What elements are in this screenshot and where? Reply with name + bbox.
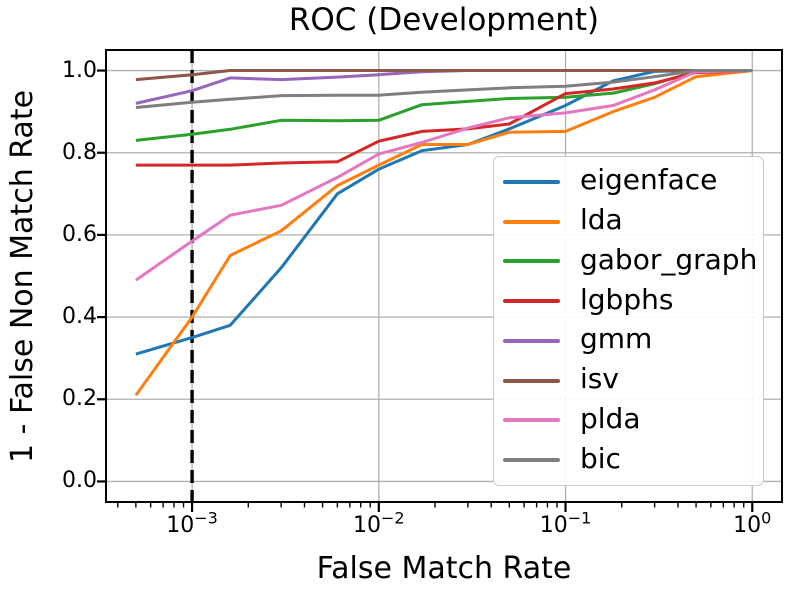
legend-swatch-eigenface [503, 179, 560, 184]
legend-swatch-lda [503, 219, 560, 224]
legend-swatch-isv [503, 378, 560, 383]
x-tick-label-1e0: 100 [733, 508, 772, 538]
x-tick-label-1e-1: 10−1 [539, 508, 592, 538]
legend-swatch-bic [503, 458, 560, 463]
axis-ticks [97, 69, 754, 512]
y-axis-label: 1 - False Non Match Rate [2, 50, 44, 502]
y-tick-label-0.0: 0.0 [62, 468, 97, 494]
y-tick-label-0.8: 0.8 [62, 139, 97, 165]
legend-item-lda: lda [503, 203, 759, 241]
y-tick-label-0.2: 0.2 [62, 386, 97, 412]
series-line-bic [135, 69, 753, 109]
legend-item-gmm: gmm [503, 322, 759, 360]
series-line-eigenface [135, 69, 753, 356]
legend-label: lgbphs [580, 282, 674, 316]
y-tick-label-0.6: 0.6 [62, 221, 97, 247]
legend-item-plda: plda [503, 401, 759, 439]
x-tick-label-1e-3: 10−3 [166, 508, 218, 538]
y-tick-label-1.0: 1.0 [62, 57, 97, 83]
legend-item-eigenface: eigenface [503, 163, 759, 201]
legend-label: isv [580, 362, 619, 396]
series-line-lgbphs [135, 69, 753, 167]
legend-swatch-lgbphs [503, 299, 560, 304]
y-tick-label-0.4: 0.4 [62, 304, 97, 330]
series-line-lda [134, 69, 753, 397]
legend-label: eigenface [580, 163, 718, 197]
legend-label: lda [580, 203, 623, 237]
series-line-isv [135, 69, 753, 82]
series-line-plda [135, 69, 753, 282]
legend-item-isv: isv [503, 362, 759, 400]
legend-label: bic [580, 441, 621, 475]
legend-label: gmm [580, 322, 653, 356]
axes-frame [105, 49, 783, 503]
legend-swatch-gabor_graph [503, 259, 560, 264]
chart-title: ROC (Development) [288, 2, 600, 38]
legend-label: plda [580, 401, 641, 435]
legend-swatch-plda [503, 418, 560, 423]
y-axis-label-text: 1 - False Non Match Rate [5, 89, 40, 463]
x-tick-label-1e-2: 10−2 [353, 508, 405, 538]
x-axis-label: False Match Rate [316, 551, 572, 586]
legend-item-gabor_graph: gabor_graph [503, 242, 759, 280]
legend: eigenface lda gabor_graph lgbphs gmm isv… [493, 156, 764, 486]
legend-label: gabor_graph [580, 242, 758, 276]
legend-swatch-gmm [503, 338, 560, 343]
legend-item-lgbphs: lgbphs [503, 282, 759, 320]
legend-item-bic: bic [503, 441, 759, 479]
